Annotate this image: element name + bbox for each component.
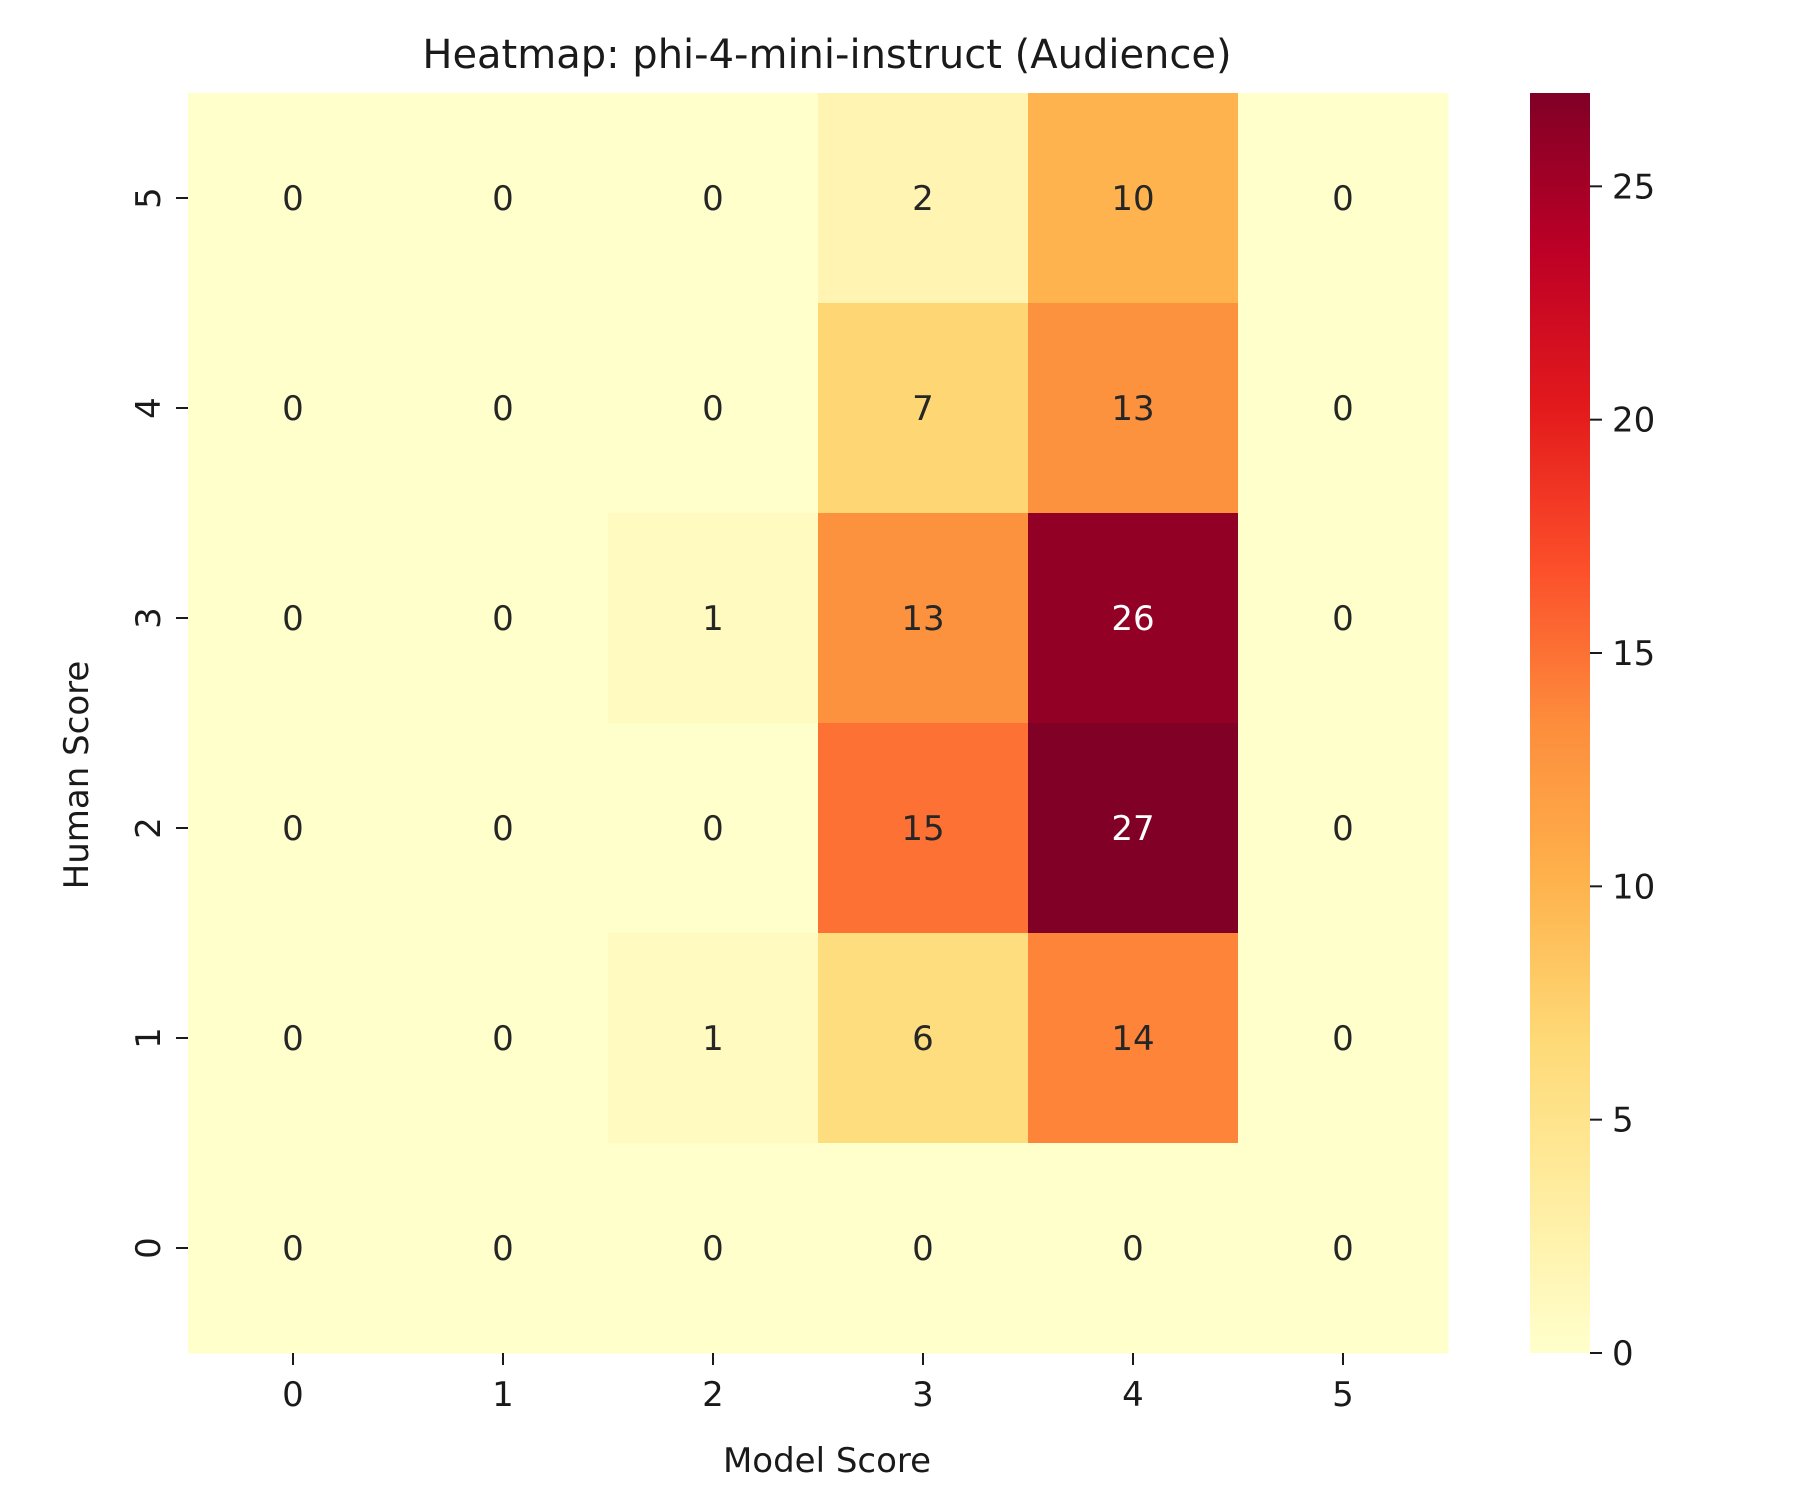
- x-axis-label: Model Score: [723, 1441, 931, 1481]
- heatmap-cell: [188, 933, 399, 1144]
- cell-value-label: 0: [1332, 179, 1354, 219]
- x-tick-label: 0: [282, 1375, 304, 1415]
- cell-value-label: 0: [1332, 1019, 1354, 1059]
- cell-value-label: 10: [1111, 179, 1154, 219]
- cell-value-label: 0: [702, 809, 724, 849]
- cell-value-label: 7: [912, 389, 934, 429]
- heatmap-cell: [818, 1143, 1029, 1354]
- heatmap-cell: [188, 513, 399, 724]
- cell-value-label: 0: [1332, 1229, 1354, 1269]
- y-tick-label: 4: [129, 397, 169, 419]
- heatmap-cell: [818, 513, 1029, 724]
- cell-value-label: 13: [901, 599, 944, 639]
- heatmap-cell: [188, 723, 399, 934]
- cell-value-label: 0: [282, 809, 304, 849]
- cell-value-label: 0: [912, 1229, 934, 1269]
- heatmap-cell: [188, 93, 399, 304]
- y-tick-label: 1: [129, 1027, 169, 1049]
- heatmap-cell: [608, 93, 819, 304]
- cell-value-label: 0: [282, 1019, 304, 1059]
- colorbar: [1530, 93, 1590, 1353]
- cell-value-label: 0: [1122, 1229, 1144, 1269]
- heatmap-cell: [1028, 723, 1239, 934]
- heatmap-cell: [1028, 1143, 1239, 1354]
- cell-value-label: 2: [912, 179, 934, 219]
- heatmap-cell: [398, 93, 609, 304]
- cell-value-label: 0: [492, 1229, 514, 1269]
- heatmap-cell: [818, 93, 1029, 304]
- cell-value-label: 0: [282, 599, 304, 639]
- cell-value-label: 0: [492, 1019, 514, 1059]
- colorbar-tick-label: 20: [1612, 401, 1655, 441]
- heatmap-cell: [1238, 513, 1449, 724]
- heatmap-cell: [398, 723, 609, 934]
- heatmap-cell: [1238, 1143, 1449, 1354]
- x-tick-label: 1: [492, 1375, 514, 1415]
- heatmap-cells: 0 0 0 2 10 0 0 0 0 7 13 0 0 0 1 13 26 0 0 0 0 15 27 0 0 0 1 6 14 0 0 0 0…: [188, 93, 1449, 1354]
- cell-value-label: 0: [1332, 389, 1354, 429]
- heatmap-cell: [398, 933, 609, 1144]
- x-tick-label: 3: [912, 1375, 934, 1415]
- heatmap-cell: [608, 513, 819, 724]
- heatmap-cell: [608, 303, 819, 514]
- colorbar-tick-label: 25: [1612, 167, 1655, 207]
- cell-value-label: 0: [702, 1229, 724, 1269]
- heatmap-cell: [818, 303, 1029, 514]
- heatmap-cell: [1028, 303, 1239, 514]
- heatmap-cell: [1238, 933, 1449, 1144]
- heatmap-cell: [608, 1143, 819, 1354]
- chart-title: Heatmap: phi-4-mini-instruct (Audience): [422, 32, 1231, 78]
- cell-value-label: 0: [492, 809, 514, 849]
- heatmap-cell: [188, 1143, 399, 1354]
- cell-value-label: 0: [1332, 599, 1354, 639]
- y-tick-label: 2: [129, 817, 169, 839]
- y-tick-label: 5: [129, 187, 169, 209]
- cell-value-label: 0: [1332, 809, 1354, 849]
- heatmap-cell: [1238, 723, 1449, 934]
- heatmap-cell: [608, 933, 819, 1144]
- heatmap-cell: [188, 303, 399, 514]
- heatmap-cell: [1238, 93, 1449, 304]
- colorbar-tick-label: 15: [1612, 634, 1655, 674]
- cell-value-label: 0: [702, 389, 724, 429]
- x-axis: 0 1 2 3 4 5: [282, 1353, 1354, 1415]
- cell-value-label: 26: [1111, 599, 1154, 639]
- cell-value-label: 0: [282, 1229, 304, 1269]
- heatmap-cell: [398, 1143, 609, 1354]
- heatmap-cell: [398, 513, 609, 724]
- y-tick-label: 3: [129, 607, 169, 629]
- colorbar-tick-label: 0: [1612, 1334, 1634, 1374]
- cell-value-label: 1: [702, 1019, 724, 1059]
- cell-value-label: 14: [1111, 1019, 1154, 1059]
- heatmap-cell: [608, 723, 819, 934]
- x-tick-label: 4: [1122, 1375, 1144, 1415]
- colorbar-tick-label: 10: [1612, 867, 1655, 907]
- colorbar-axis: 0 5 10 15 20 25: [1590, 167, 1655, 1374]
- cell-value-label: 0: [492, 389, 514, 429]
- heatmap-cell: [398, 303, 609, 514]
- heatmap-cell: [818, 723, 1029, 934]
- x-tick-label: 2: [702, 1375, 724, 1415]
- cell-value-label: 0: [492, 179, 514, 219]
- cell-value-label: 6: [912, 1019, 934, 1059]
- cell-value-label: 1: [702, 599, 724, 639]
- x-tick-label: 5: [1332, 1375, 1354, 1415]
- y-axis: 5 4 3 2 1 0: [129, 187, 188, 1259]
- heatmap-cell: [818, 933, 1029, 1144]
- cell-value-label: 0: [282, 389, 304, 429]
- cell-value-label: 0: [702, 179, 724, 219]
- y-tick-label: 0: [129, 1237, 169, 1259]
- cell-value-label: 27: [1111, 809, 1154, 849]
- heatmap-cell: [1028, 513, 1239, 724]
- cell-value-label: 13: [1111, 389, 1154, 429]
- heatmap-cell: [1238, 303, 1449, 514]
- cell-value-label: 15: [901, 809, 944, 849]
- colorbar-tick-label: 5: [1612, 1101, 1634, 1141]
- heatmap-cell: [1028, 933, 1239, 1144]
- cell-value-label: 0: [492, 599, 514, 639]
- y-axis-label: Human Score: [57, 661, 97, 890]
- cell-value-label: 0: [282, 179, 304, 219]
- heatmap-cell: [1028, 93, 1239, 304]
